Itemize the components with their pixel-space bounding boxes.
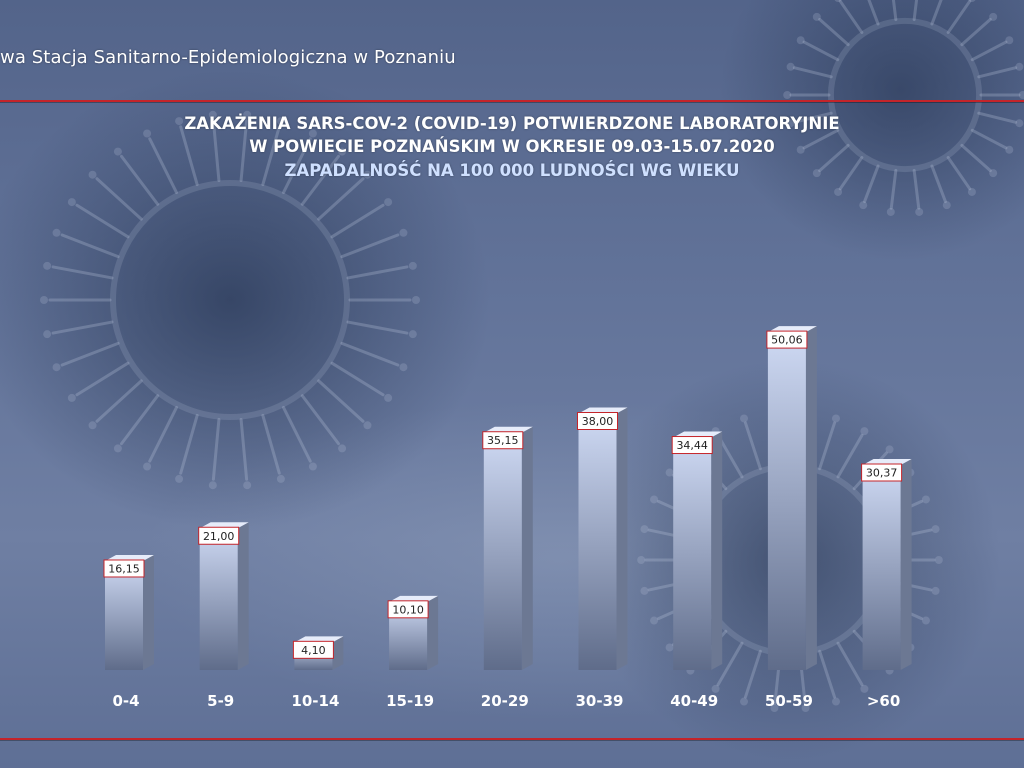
- bar-40-49-front: [673, 437, 712, 670]
- bar-20-29-side: [521, 426, 533, 670]
- bar-40-49: [673, 431, 723, 670]
- data-label-box: [671, 436, 713, 455]
- bar-15-19-side: [427, 595, 439, 670]
- data-label-box: [861, 463, 903, 482]
- chart-subtitle: ZAPADALNOŚĆ NA 100 000 LUDNOŚCI WG WIEKU: [284, 161, 740, 180]
- bar-20-29: [483, 426, 533, 670]
- bar-0-4-side: [143, 554, 154, 670]
- data-label-box: [198, 526, 240, 545]
- data-label: 50,06: [771, 334, 803, 347]
- bar-over-60-front: [862, 465, 901, 670]
- x-tick-label: >60: [867, 692, 900, 710]
- x-tick-label: 30-39: [576, 692, 624, 710]
- data-label: 21,00: [203, 530, 235, 543]
- data-label: 34,44: [676, 439, 708, 452]
- x-tick-label: 10-14: [291, 692, 339, 710]
- bar-0-4-front: [105, 560, 143, 670]
- data-label-box: [577, 412, 618, 430]
- data-label: 35,15: [487, 434, 519, 447]
- bottom-divider: [0, 738, 1024, 740]
- data-label-box: [387, 600, 429, 619]
- chart-title-line-1: ZAKAŻENIA SARS-COV-2 (COVID-19) POTWIERD…: [184, 114, 840, 133]
- data-label-box: [103, 559, 145, 578]
- data-label: 30,37: [866, 467, 898, 480]
- bar-5-9-front: [199, 528, 238, 670]
- x-tick-label: 20-29: [481, 692, 529, 710]
- x-tick-label: 15-19: [386, 692, 434, 710]
- data-label-box: [766, 330, 808, 349]
- data-label: 10,10: [392, 603, 424, 616]
- bar-50-59: [767, 326, 817, 670]
- data-label: 4,10: [301, 644, 326, 657]
- data-label-box: [292, 640, 334, 659]
- bar-0-4: [105, 554, 154, 670]
- data-label-box: [482, 431, 524, 450]
- bar-50-59-side: [805, 326, 817, 670]
- bar-20-29-front: [483, 432, 522, 670]
- data-label: 16,15: [108, 562, 140, 575]
- bar-30-39-side: [616, 407, 628, 670]
- data-label: 38,00: [582, 415, 614, 428]
- top-divider: [0, 100, 1024, 102]
- x-tick-label: 5-9: [207, 692, 234, 710]
- bar-5-9-side: [237, 522, 249, 670]
- bar-30-39: [578, 407, 628, 670]
- bar-10-14-side: [332, 636, 344, 670]
- bar-over-60: [862, 459, 912, 670]
- x-tick-label: 0-4: [112, 692, 139, 710]
- chart-title-line-2: W POWIECIE POZNAŃSKIM W OKRESIE 09.03-15…: [249, 137, 775, 156]
- bar-30-39-front: [578, 413, 617, 670]
- x-tick-label: 50-59: [765, 692, 813, 710]
- bar-50-59-front: [767, 332, 806, 670]
- bar-5-9: [199, 522, 249, 670]
- bar-over-60-side: [900, 459, 912, 670]
- organization-name: wa Stacja Sanitarno-Epidemiologiczna w P…: [0, 47, 456, 68]
- x-tick-label: 40-49: [670, 692, 718, 710]
- bar-40-49-side: [711, 431, 723, 670]
